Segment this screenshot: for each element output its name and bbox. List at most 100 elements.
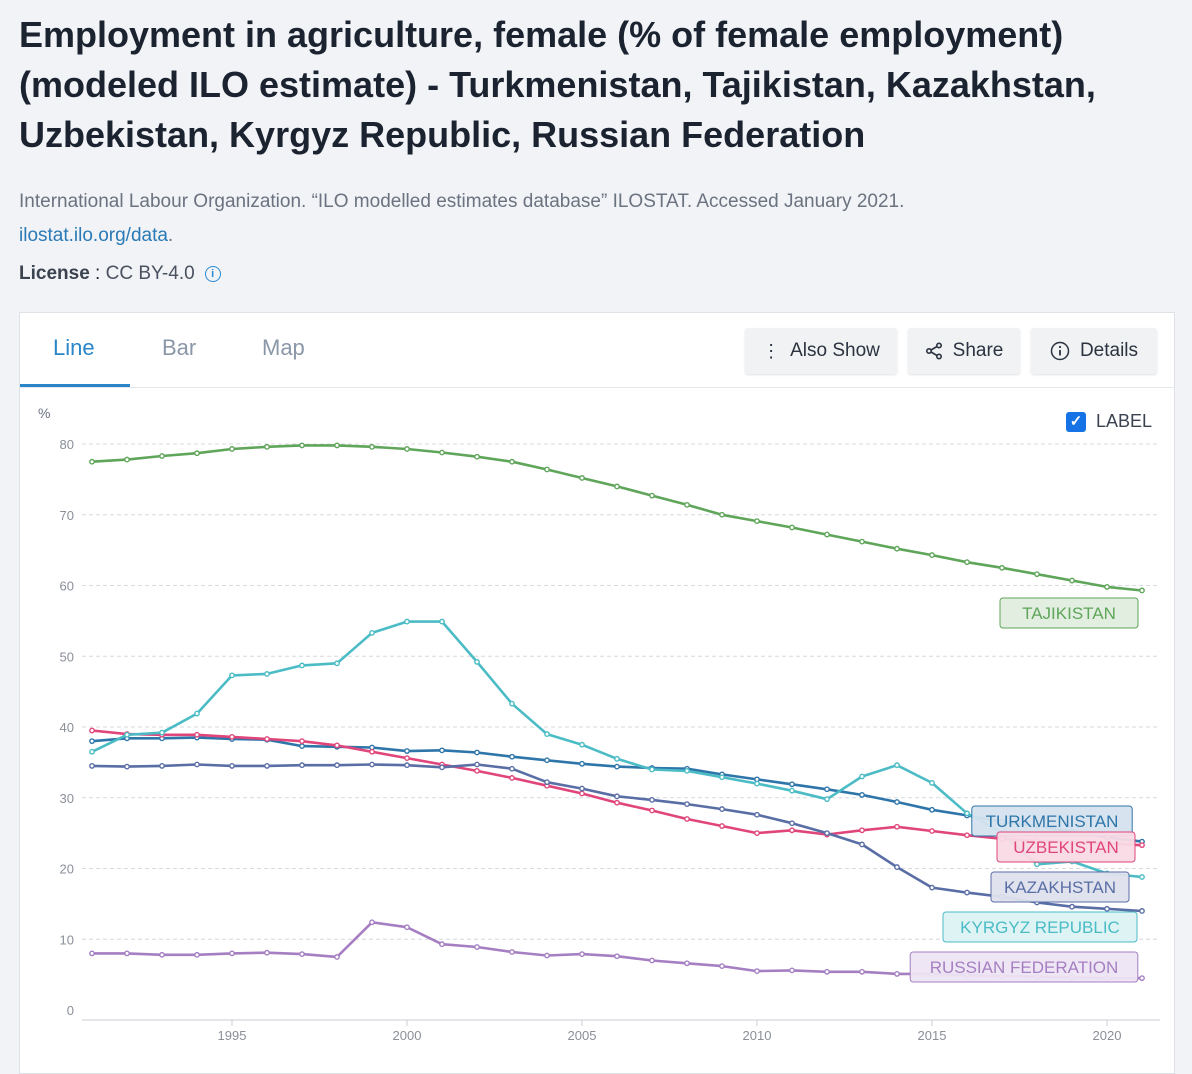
y-tick-label: 60 (60, 579, 74, 594)
x-tick-label: 1995 (218, 1028, 247, 1043)
license-value: CC BY-4.0 (105, 263, 195, 284)
tab-map[interactable]: Map (262, 335, 305, 360)
data-point-tajikistan (1104, 584, 1110, 590)
data-point-russian-federation (264, 949, 270, 956)
data-point-tajikistan (894, 545, 900, 552)
data-point-uzbekistan (789, 827, 795, 834)
also-show-button[interactable]: ⋮ Also Show (745, 328, 897, 374)
data-point-kazakhstan (474, 761, 480, 768)
data-point-russian-federation (1139, 975, 1145, 982)
x-tick-label: 2015 (918, 1028, 947, 1043)
data-point-tajikistan (159, 453, 165, 459)
data-point-russian-federation (614, 953, 620, 960)
data-point-tajikistan (229, 446, 235, 452)
data-point-kyrgyz-republic (474, 659, 480, 665)
series-label-russian-federation: RUSSIAN FEDERATION (930, 958, 1119, 977)
data-point-uzbekistan (614, 799, 620, 806)
data-point-tajikistan (614, 483, 620, 490)
data-point-russian-federation (474, 944, 480, 950)
data-point-kazakhstan (369, 761, 375, 768)
data-point-russian-federation (194, 951, 200, 958)
data-point-tajikistan (824, 531, 830, 538)
source-link[interactable]: ilostat.ilo.org/data (19, 225, 168, 246)
data-point-uzbekistan (719, 823, 725, 829)
data-point-kyrgyz-republic (89, 748, 95, 755)
share-button[interactable]: Share (908, 328, 1020, 374)
data-point-kyrgyz-republic (1139, 874, 1145, 880)
info-circle-icon (1050, 341, 1070, 361)
data-point-kazakhstan (1069, 903, 1075, 910)
data-point-uzbekistan (229, 734, 235, 740)
x-tick-label: 2000 (393, 1028, 422, 1043)
data-point-kazakhstan (124, 763, 130, 770)
x-tick-label: 2005 (568, 1028, 597, 1043)
data-point-turkmenistan (789, 781, 795, 788)
data-point-kyrgyz-republic (159, 729, 165, 736)
data-point-russian-federation (579, 951, 585, 958)
data-point-russian-federation (89, 950, 95, 957)
data-point-kazakhstan (264, 763, 270, 769)
data-point-kyrgyz-republic (614, 755, 620, 762)
data-point-kazakhstan (299, 762, 305, 769)
data-point-kyrgyz-republic (579, 741, 585, 748)
y-tick-label: 70 (60, 508, 74, 523)
data-point-kazakhstan (929, 884, 935, 891)
checkbox-checked-icon[interactable]: ✓ (1066, 411, 1086, 432)
data-point-tajikistan (404, 446, 410, 452)
data-point-tajikistan (334, 442, 340, 449)
data-point-kazakhstan (649, 796, 655, 803)
data-point-turkmenistan (439, 747, 445, 754)
tab-bar-chart[interactable]: Bar (162, 335, 197, 360)
y-tick-label: 80 (60, 437, 74, 452)
info-icon[interactable]: i (204, 266, 221, 282)
data-point-kazakhstan (544, 779, 550, 786)
data-point-kazakhstan (964, 889, 970, 896)
data-point-russian-federation (684, 960, 690, 967)
data-point-russian-federation (789, 967, 795, 974)
y-tick-label: 50 (60, 649, 74, 664)
data-point-kyrgyz-republic (299, 662, 305, 669)
tab-line[interactable]: Line (53, 335, 95, 360)
data-point-tajikistan (789, 524, 795, 531)
data-point-tajikistan (194, 450, 200, 457)
y-tick-label: 10 (60, 932, 74, 947)
x-tick-label: 2010 (743, 1028, 772, 1043)
data-point-russian-federation (544, 952, 550, 959)
data-point-kazakhstan (1139, 908, 1145, 914)
data-point-kyrgyz-republic (404, 618, 410, 625)
series-label-turkmenistan: TURKMENISTAN (986, 812, 1119, 831)
data-point-kyrgyz-republic (719, 774, 725, 781)
data-point-turkmenistan (859, 792, 865, 798)
label-toggle[interactable]: ✓ LABEL (1066, 411, 1152, 432)
details-button[interactable]: Details (1031, 328, 1157, 374)
data-point-kyrgyz-republic (754, 780, 760, 787)
data-point-kazakhstan (579, 785, 585, 792)
data-point-tajikistan (754, 518, 760, 525)
data-point-kyrgyz-republic (964, 810, 970, 817)
data-point-turkmenistan (614, 763, 620, 770)
data-point-kazakhstan (859, 841, 865, 848)
y-tick-label: 40 (60, 720, 74, 735)
chart-card: Line Bar Map ⋮ Also Show Share Detail (19, 312, 1175, 1074)
data-point-turkmenistan (89, 738, 95, 745)
data-point-tajikistan (1139, 587, 1145, 594)
data-point-russian-federation (894, 971, 900, 977)
tab-bar: Line Bar Map ⋮ Also Show Share Detail (20, 313, 1174, 388)
data-point-turkmenistan (474, 749, 480, 756)
data-point-uzbekistan (579, 790, 585, 797)
data-point-kazakhstan (614, 793, 620, 800)
series-label-box-russian-federation (909, 951, 1139, 983)
y-axis-unit: % (38, 405, 50, 421)
x-tick-label: 2020 (1093, 1028, 1122, 1043)
license-row: License : CC BY-4.0 i (19, 263, 221, 285)
data-point-uzbekistan (859, 827, 865, 834)
data-point-tajikistan (264, 443, 270, 450)
data-point-tajikistan (1069, 577, 1075, 584)
data-point-kyrgyz-republic (439, 618, 445, 625)
data-point-kazakhstan (754, 811, 760, 818)
series-label-box-kazakhstan (990, 871, 1130, 903)
data-point-uzbekistan (684, 816, 690, 822)
data-point-tajikistan (649, 492, 655, 499)
data-point-tajikistan (719, 511, 725, 518)
more-vertical-icon: ⋮ (762, 340, 781, 361)
